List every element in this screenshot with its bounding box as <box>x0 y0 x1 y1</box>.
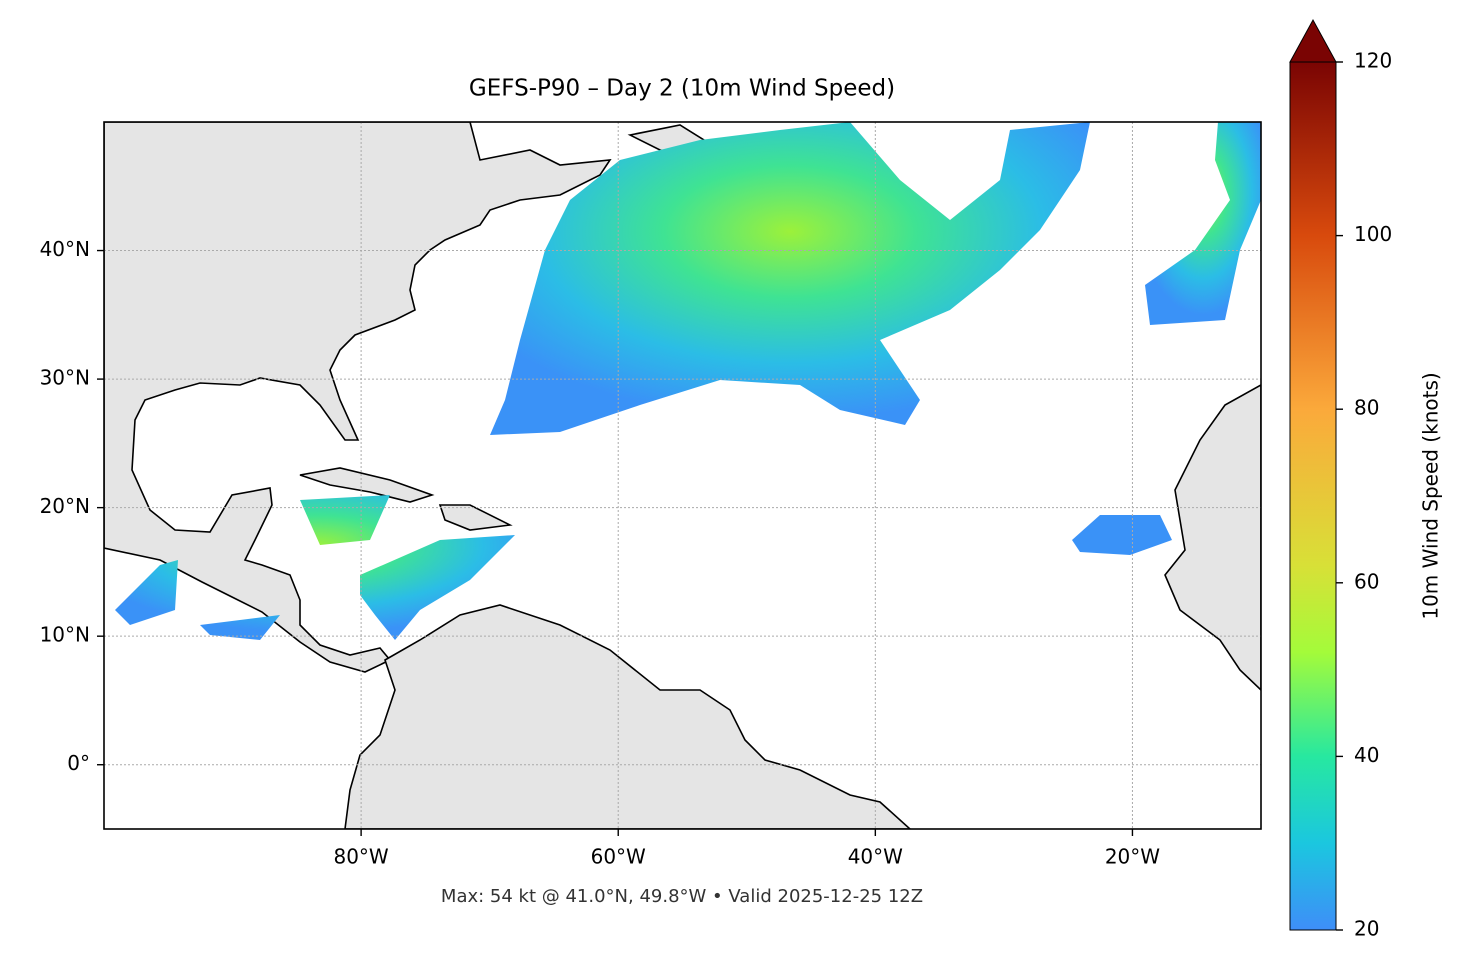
hispaniola <box>438 504 513 531</box>
colorbar-tick-label: 120 <box>1354 49 1392 73</box>
cuba <box>299 467 435 503</box>
colorbar-extend <box>1289 18 1337 63</box>
colorbar-tick-label: 20 <box>1354 917 1379 941</box>
north-america <box>104 122 612 673</box>
wind-field <box>115 495 515 640</box>
wind-field <box>490 122 1090 435</box>
colorbar-tick-label: 40 <box>1354 743 1379 767</box>
south-america <box>344 604 912 829</box>
footer: Max: 54 kt @ 41.0°N, 49.8°W • Valid 2025… <box>441 886 923 907</box>
map-frame <box>103 121 1262 830</box>
colorbar-tick-label: 60 <box>1354 569 1379 593</box>
map <box>104 122 1261 829</box>
colorbar <box>1289 61 1337 931</box>
x-tick-label: 80°W <box>333 845 388 869</box>
x-tick-label: 20°W <box>1105 845 1160 869</box>
colorbar-label: 10m Wind Speed (knots) <box>1419 372 1443 619</box>
y-tick-label: 40°N <box>40 237 90 261</box>
y-tick-label: 10°N <box>40 623 90 647</box>
colorbar-tick-label: 100 <box>1354 222 1392 246</box>
wind-field <box>1072 515 1172 555</box>
x-tick-label: 40°W <box>848 845 903 869</box>
y-tick-label: 30°N <box>40 366 90 390</box>
title: GEFS-P90 – Day 2 (10m Wind Speed) <box>469 76 895 102</box>
x-tick-label: 60°W <box>591 845 646 869</box>
colorbar-tick-label: 80 <box>1354 396 1379 420</box>
africa <box>1164 384 1261 692</box>
wind-field <box>1145 122 1261 325</box>
y-tick-label: 20°N <box>40 494 90 518</box>
y-tick-label: 0° <box>67 751 90 775</box>
